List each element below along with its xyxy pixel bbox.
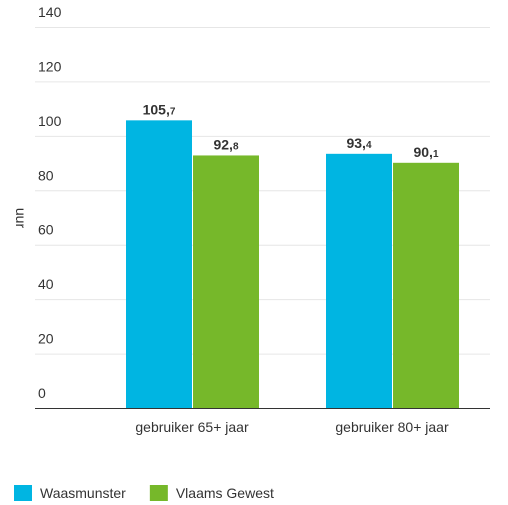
y-tick-label: 0	[38, 385, 46, 401]
y-tick-label: 120	[38, 58, 62, 74]
x-tick-label: gebruiker 65+ jaar	[135, 419, 249, 435]
bar	[193, 155, 259, 408]
y-axis-title: uur	[13, 208, 29, 229]
bar	[126, 120, 192, 408]
data-label: 90,1	[413, 144, 438, 160]
bar	[393, 162, 459, 408]
data-label: 93,4	[346, 135, 371, 151]
data-label: 92,8	[213, 136, 238, 152]
legend-label: Waasmunster	[40, 485, 126, 501]
data-label: 105,7	[143, 101, 176, 117]
y-tick-label: 60	[38, 222, 54, 238]
y-tick-label: 20	[38, 331, 54, 347]
legend-swatch	[14, 485, 32, 501]
legend-label: Vlaams Gewest	[176, 485, 274, 501]
bar	[326, 153, 392, 408]
y-tick-label: 40	[38, 276, 54, 292]
y-tick-label: 80	[38, 167, 54, 183]
x-tick-label: gebruiker 80+ jaar	[335, 419, 449, 435]
y-tick-label: 100	[38, 113, 62, 129]
legend-swatch	[149, 485, 168, 501]
y-tick-label: 140	[38, 4, 62, 20]
